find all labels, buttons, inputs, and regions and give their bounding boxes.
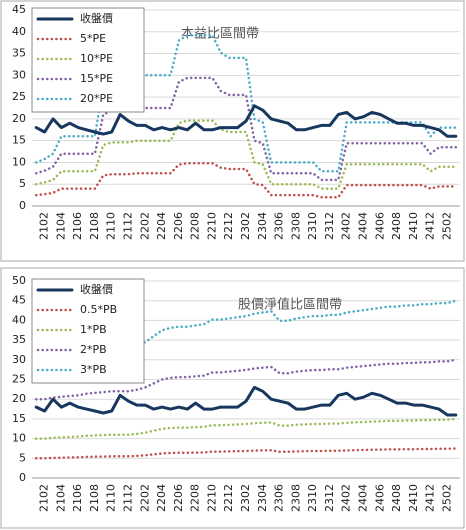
x-tick-label: 2204: [155, 212, 168, 240]
x-tick-label: 2108: [88, 212, 101, 240]
y-tick-label: 45: [12, 3, 26, 16]
y-tick-label: 0: [19, 471, 26, 484]
chart-title: 本益比區間帶: [181, 27, 259, 42]
x-tick-label: 2312: [323, 212, 336, 240]
legend-box: [31, 278, 145, 384]
y-tick-label: 0: [19, 199, 26, 212]
x-tick-label: 2102: [38, 212, 51, 240]
x-tick-label: 2406: [373, 212, 386, 240]
series-line: [34, 417, 458, 440]
x-tick-label: 2402: [340, 484, 353, 512]
x-tick-label: 2304: [256, 484, 269, 512]
x-tick-label: 2304: [256, 212, 269, 240]
y-tick-label: 25: [12, 90, 26, 103]
x-tick-label: 2210: [205, 484, 218, 512]
series-line: [34, 162, 458, 199]
legend-label: 1*PB: [80, 323, 107, 336]
x-tick-label: 2404: [356, 212, 369, 240]
x-tick-label: 2206: [172, 212, 185, 240]
x-tick-label: 2410: [407, 212, 420, 240]
x-tick-label: 2108: [88, 484, 101, 512]
x-tick-label: 2310: [306, 484, 319, 512]
x-tick-label: 2112: [122, 484, 135, 512]
series-line: [34, 385, 458, 417]
legend-label: 5*PE: [80, 32, 106, 45]
y-tick-label: 15: [12, 412, 26, 425]
x-tick-label: 2202: [138, 484, 151, 512]
y-tick-label: 20: [12, 392, 26, 405]
series-line: [34, 447, 458, 460]
x-tick-label: 2412: [424, 484, 437, 512]
x-tick-label: 2302: [239, 212, 252, 240]
x-tick-label: 2112: [122, 212, 135, 240]
x-tick-label: 2308: [289, 212, 302, 240]
x-tick-label: 2310: [306, 212, 319, 240]
legend-label: 收盤價: [80, 282, 113, 296]
legend-label: 2*PB: [80, 343, 107, 356]
y-tick-label: 25: [12, 373, 26, 386]
y-tick-label: 45: [12, 294, 26, 307]
y-tick-label: 5: [19, 451, 26, 464]
y-tick-label: 35: [12, 333, 26, 346]
x-tick-label: 2104: [54, 484, 67, 512]
series-line: [34, 119, 458, 190]
legend-box: [31, 7, 145, 113]
x-tick-label: 2308: [289, 484, 302, 512]
y-tick-label: 35: [12, 47, 26, 60]
series-line: [34, 76, 458, 182]
x-tick-label: 2206: [172, 484, 185, 512]
x-tick-label: 2306: [273, 212, 286, 240]
x-tick-label: 2502: [440, 484, 453, 512]
x-tick-label: 2302: [239, 484, 252, 512]
x-tick-label: 2212: [222, 212, 235, 240]
y-tick-label: 20: [12, 112, 26, 125]
legend-label: 收盤價: [80, 11, 113, 25]
x-tick-label: 2410: [407, 484, 420, 512]
y-tick-label: 40: [12, 313, 26, 326]
y-tick-label: 15: [12, 134, 26, 147]
x-tick-label: 2202: [138, 212, 151, 240]
x-tick-label: 2412: [424, 212, 437, 240]
y-tick-label: 30: [12, 353, 26, 366]
x-tick-label: 2102: [38, 484, 51, 512]
x-tick-label: 2110: [105, 484, 118, 512]
x-tick-label: 2312: [323, 484, 336, 512]
chart-title: 股價淨值比區間帶: [238, 297, 342, 313]
legend-label: 15*PE: [80, 72, 113, 85]
series-line: [34, 299, 458, 362]
legend: 收盤價 0.5*PB 1*PB 2*PB 3*PB: [31, 278, 145, 384]
x-tick-label: 2208: [189, 484, 202, 512]
x-tick-label: 2104: [54, 212, 67, 240]
y-tick-label: 40: [12, 25, 26, 38]
legend-label: 0.5*PB: [80, 303, 117, 316]
x-tick-label: 2110: [105, 212, 118, 240]
legend-label: 20*PE: [80, 92, 113, 105]
x-tick-label: 2404: [356, 484, 369, 512]
y-tick-label: 5: [19, 177, 26, 190]
x-tick-label: 2210: [205, 212, 218, 240]
x-tick-label: 2208: [189, 212, 202, 240]
x-tick-label: 2106: [71, 484, 84, 512]
x-tick-label: 2306: [273, 484, 286, 512]
x-tick-label: 2106: [71, 212, 84, 240]
legend-label: 3*PB: [80, 363, 107, 376]
y-tick-label: 30: [12, 68, 26, 81]
y-tick-label: 10: [12, 155, 26, 168]
y-tick-label: 10: [12, 432, 26, 445]
x-tick-label: 2402: [340, 212, 353, 240]
x-tick-label: 2408: [390, 484, 403, 512]
legend: 收盤價 5*PE 10*PE 15*PE 20*PE: [31, 7, 145, 113]
x-tick-label: 2212: [222, 484, 235, 512]
x-tick-label: 2406: [373, 484, 386, 512]
y-tick-label: 50: [12, 274, 26, 287]
x-tick-label: 2502: [440, 212, 453, 240]
x-tick-label: 2204: [155, 484, 168, 512]
legend-label: 10*PE: [80, 52, 113, 65]
series-line: [34, 104, 458, 138]
x-tick-label: 2408: [390, 212, 403, 240]
